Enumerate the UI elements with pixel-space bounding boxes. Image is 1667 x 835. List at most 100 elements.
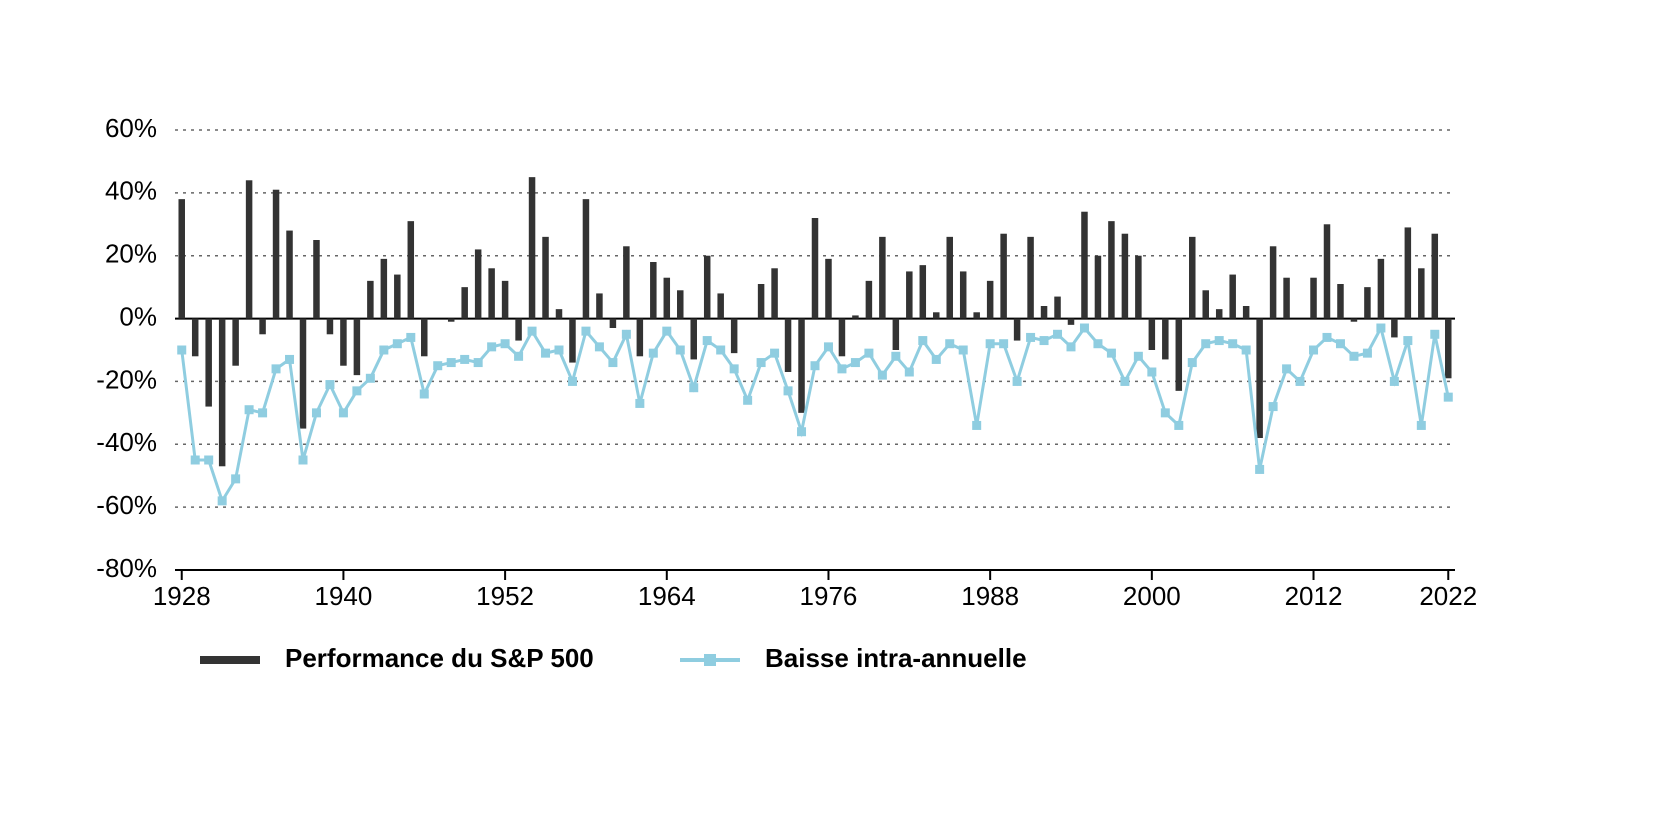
marker-drawdown (622, 330, 631, 339)
legend-label-drawdown: Baisse intra-annuelle (765, 643, 1027, 673)
marker-drawdown (514, 352, 523, 361)
marker-drawdown (1349, 352, 1358, 361)
bar-performance (839, 319, 846, 357)
marker-drawdown (433, 361, 442, 370)
bar-performance (313, 240, 320, 319)
bar-performance (583, 199, 590, 318)
marker-drawdown (1188, 358, 1197, 367)
bar-performance (515, 319, 522, 341)
marker-drawdown (864, 349, 873, 358)
x-tick-label: 2000 (1123, 581, 1181, 611)
bar-performance (758, 284, 765, 319)
marker-drawdown (366, 374, 375, 383)
chart-container: -80%-60%-40%-20%0%20%40%60%1928194019521… (0, 0, 1667, 835)
marker-drawdown (1444, 393, 1453, 402)
bar-performance (367, 281, 374, 319)
marker-drawdown (784, 386, 793, 395)
marker-drawdown (1242, 346, 1251, 355)
bar-performance (1027, 237, 1034, 319)
marker-drawdown (1147, 368, 1156, 377)
marker-drawdown (541, 349, 550, 358)
marker-drawdown (986, 339, 995, 348)
bar-performance (461, 287, 468, 318)
marker-drawdown (932, 355, 941, 364)
bar-performance (596, 293, 603, 318)
bar-performance (1445, 319, 1452, 379)
marker-drawdown (770, 349, 779, 358)
bar-performance (637, 319, 644, 357)
bar-performance (798, 319, 805, 413)
bar-performance (1337, 284, 1344, 319)
bar-performance (1256, 319, 1263, 438)
bar-performance (300, 319, 307, 429)
marker-drawdown (676, 346, 685, 355)
marker-drawdown (406, 333, 415, 342)
bar-performance (178, 199, 185, 318)
marker-drawdown (1107, 349, 1116, 358)
marker-drawdown (460, 355, 469, 364)
bar-performance (1081, 212, 1088, 319)
bar-performance (1432, 234, 1439, 319)
marker-drawdown (1417, 421, 1426, 430)
bar-performance (812, 218, 819, 319)
bar-performance (569, 319, 576, 363)
bar-performance (1351, 319, 1358, 322)
marker-drawdown (1053, 330, 1062, 339)
marker-drawdown (1080, 324, 1089, 333)
y-tick-label: 40% (105, 176, 157, 206)
bar-performance (205, 319, 212, 407)
marker-drawdown (689, 383, 698, 392)
legend-label-performance: Performance du S&P 500 (285, 643, 594, 673)
bar-performance (1122, 234, 1129, 319)
bar-performance (825, 259, 832, 319)
bar-performance (704, 256, 711, 319)
x-tick-label: 1976 (800, 581, 858, 611)
bar-performance (529, 177, 536, 318)
y-tick-label: 60% (105, 113, 157, 143)
bar-performance (1162, 319, 1169, 360)
bar-performance (933, 312, 940, 318)
bar-performance (502, 281, 509, 319)
marker-drawdown (1040, 336, 1049, 345)
bar-performance (852, 315, 859, 318)
marker-drawdown (258, 408, 267, 417)
bar-performance (866, 281, 873, 319)
marker-drawdown (905, 368, 914, 377)
bar-performance (1229, 275, 1236, 319)
bar-performance (192, 319, 199, 357)
marker-drawdown (1134, 352, 1143, 361)
marker-drawdown (878, 371, 887, 380)
marker-drawdown (1309, 346, 1318, 355)
x-tick-label: 2022 (1419, 581, 1477, 611)
bar-performance (771, 268, 778, 318)
marker-drawdown (191, 456, 200, 465)
marker-drawdown (743, 396, 752, 405)
marker-drawdown (891, 352, 900, 361)
marker-drawdown (379, 346, 388, 355)
marker-drawdown (420, 390, 429, 399)
bar-performance (448, 319, 455, 322)
bar-performance (1149, 319, 1156, 350)
bar-performance (677, 290, 684, 318)
marker-drawdown (945, 339, 954, 348)
bar-performance (906, 271, 913, 318)
marker-drawdown (1269, 402, 1278, 411)
marker-drawdown (999, 339, 1008, 348)
marker-drawdown (285, 355, 294, 364)
bar-performance (1054, 297, 1061, 319)
x-tick-label: 2012 (1285, 581, 1343, 611)
marker-drawdown (1336, 339, 1345, 348)
marker-drawdown (595, 342, 604, 351)
marker-drawdown (1161, 408, 1170, 417)
bar-performance (1405, 227, 1412, 318)
bar-performance (879, 237, 886, 319)
bar-performance (717, 293, 724, 318)
bar-performance (1202, 290, 1209, 318)
y-tick-label: -40% (96, 427, 157, 457)
marker-drawdown (204, 456, 213, 465)
marker-drawdown (1013, 377, 1022, 386)
marker-drawdown (1255, 465, 1264, 474)
marker-drawdown (555, 346, 564, 355)
marker-drawdown (325, 380, 334, 389)
marker-drawdown (352, 386, 361, 395)
